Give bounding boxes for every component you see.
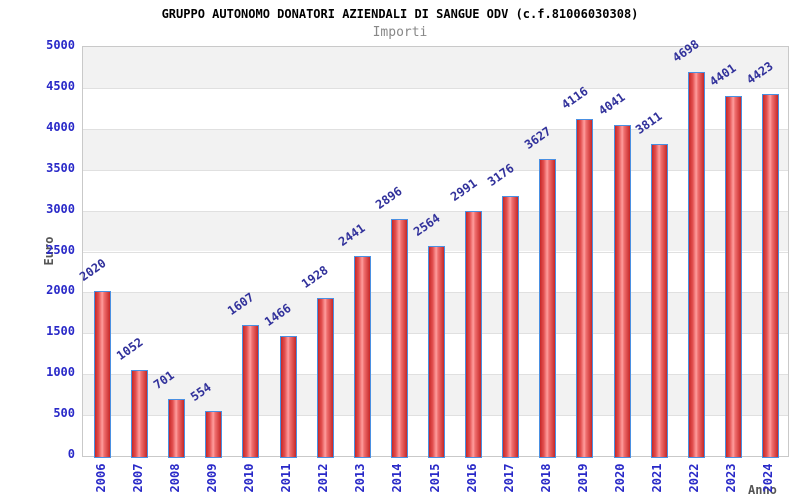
bar-2009	[205, 410, 223, 458]
chart-subtitle: Importi	[372, 25, 428, 40]
chart-title: GRUPPO AUTONOMO DONATORI AZIENDALI DI SA…	[161, 7, 639, 21]
x-axis-title: Anno	[748, 483, 777, 497]
bar-2023	[724, 95, 742, 458]
plot-band	[83, 169, 788, 211]
x-tick-label: 2006	[93, 463, 108, 493]
x-tick-label: 2017	[501, 463, 516, 493]
bar-2016	[465, 211, 483, 458]
y-tick-label: 500	[53, 406, 75, 421]
bar-2007	[131, 369, 149, 458]
y-tick-label: 5000	[46, 38, 75, 52]
bar-2020	[613, 125, 631, 458]
gridline	[83, 87, 788, 89]
plot-band	[83, 128, 788, 170]
bar-2018	[539, 159, 557, 458]
gridline	[83, 169, 788, 171]
y-tick-label: 1000	[46, 365, 75, 380]
x-tick-label: 2014	[390, 463, 405, 493]
bar-2006	[94, 290, 112, 458]
x-tick-label: 2011	[279, 463, 294, 493]
bar-2011	[279, 336, 297, 458]
gridline	[83, 128, 788, 130]
plot-band	[83, 210, 788, 252]
y-tick-label: 3500	[46, 160, 75, 175]
bar-2022	[687, 71, 705, 458]
y-tick-label: 1500	[46, 324, 75, 339]
plot-band	[83, 87, 788, 129]
bar-2019	[576, 119, 594, 458]
x-tick-label: 2019	[575, 463, 590, 493]
bar-2010	[242, 324, 260, 458]
plot-band	[83, 47, 788, 88]
x-tick-label: 2018	[538, 463, 553, 493]
x-tick-label: 2009	[204, 463, 219, 493]
x-tick-label: 2023	[724, 463, 739, 493]
bar-2015	[428, 246, 445, 458]
y-tick-label: 0	[67, 447, 75, 461]
x-tick-label: 2021	[650, 463, 665, 493]
bar-2017	[502, 196, 520, 458]
x-tick-label: 2007	[130, 463, 145, 493]
bar-2014	[390, 219, 408, 458]
x-tick-label: 2010	[241, 463, 256, 493]
x-tick-label: 2016	[464, 463, 479, 493]
y-tick-label: 2500	[46, 242, 75, 257]
bar-2012	[316, 298, 334, 458]
y-tick-label: 4000	[46, 119, 75, 134]
x-tick-label: 2015	[427, 463, 442, 493]
x-tick-label: 2020	[613, 463, 628, 493]
bar-2024	[761, 94, 779, 458]
bar-2008	[168, 398, 186, 458]
x-tick-label: 2013	[353, 463, 368, 493]
y-tick-label: 2000	[46, 283, 75, 298]
x-tick-label: 2022	[687, 463, 702, 493]
x-tick-label: 2008	[167, 463, 182, 493]
x-tick-label: 2024	[761, 463, 776, 493]
bar-2021	[650, 144, 668, 458]
x-tick-label: 2012	[316, 463, 331, 493]
plot-area	[82, 46, 789, 458]
bar-2013	[353, 256, 371, 458]
y-tick-label: 4500	[46, 78, 75, 93]
y-tick-label: 3000	[46, 201, 75, 216]
gridline	[83, 210, 788, 212]
